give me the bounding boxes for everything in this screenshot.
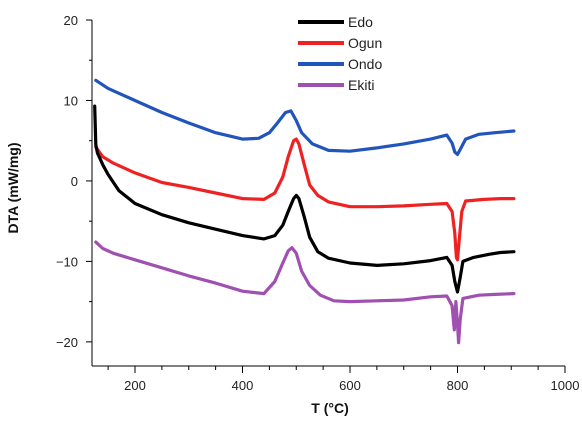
legend-label-ekiti: Ekiti (348, 77, 374, 93)
x-tick-label: 600 (339, 378, 361, 393)
x-tick-label: 800 (447, 378, 469, 393)
series-line-edo (93, 104, 516, 294)
plot-lines (93, 78, 516, 345)
y-tick-label: 20 (64, 13, 78, 28)
y-tick-label: −10 (56, 254, 78, 269)
y-axis-title: DTA (mW/mg) (5, 143, 21, 234)
x-tick-label: 1000 (551, 378, 580, 393)
x-tick-label: 400 (232, 378, 254, 393)
legend-label-ogun: Ogun (348, 35, 382, 51)
series-line-ekiti (94, 240, 516, 345)
y-tick-label: 10 (64, 93, 78, 108)
legend-label-edo: Edo (348, 14, 373, 30)
legend: Edo Ogun Ondo Ekiti (298, 14, 382, 93)
series-line-ondo (94, 78, 516, 156)
y-tick-label: −20 (56, 335, 78, 350)
x-ticks: 200 400 600 800 1000 (107, 366, 580, 393)
y-ticks: 20 10 0 −10 −20 (56, 13, 92, 350)
x-tick-label: 200 (124, 378, 146, 393)
legend-label-ondo: Ondo (348, 56, 382, 72)
y-tick-label: 0 (71, 174, 78, 189)
series-line-ogun (94, 137, 516, 262)
axes: 20 10 0 −10 −20 200 400 600 800 1000 (56, 13, 580, 393)
x-axis-title: T (°C) (311, 400, 348, 416)
